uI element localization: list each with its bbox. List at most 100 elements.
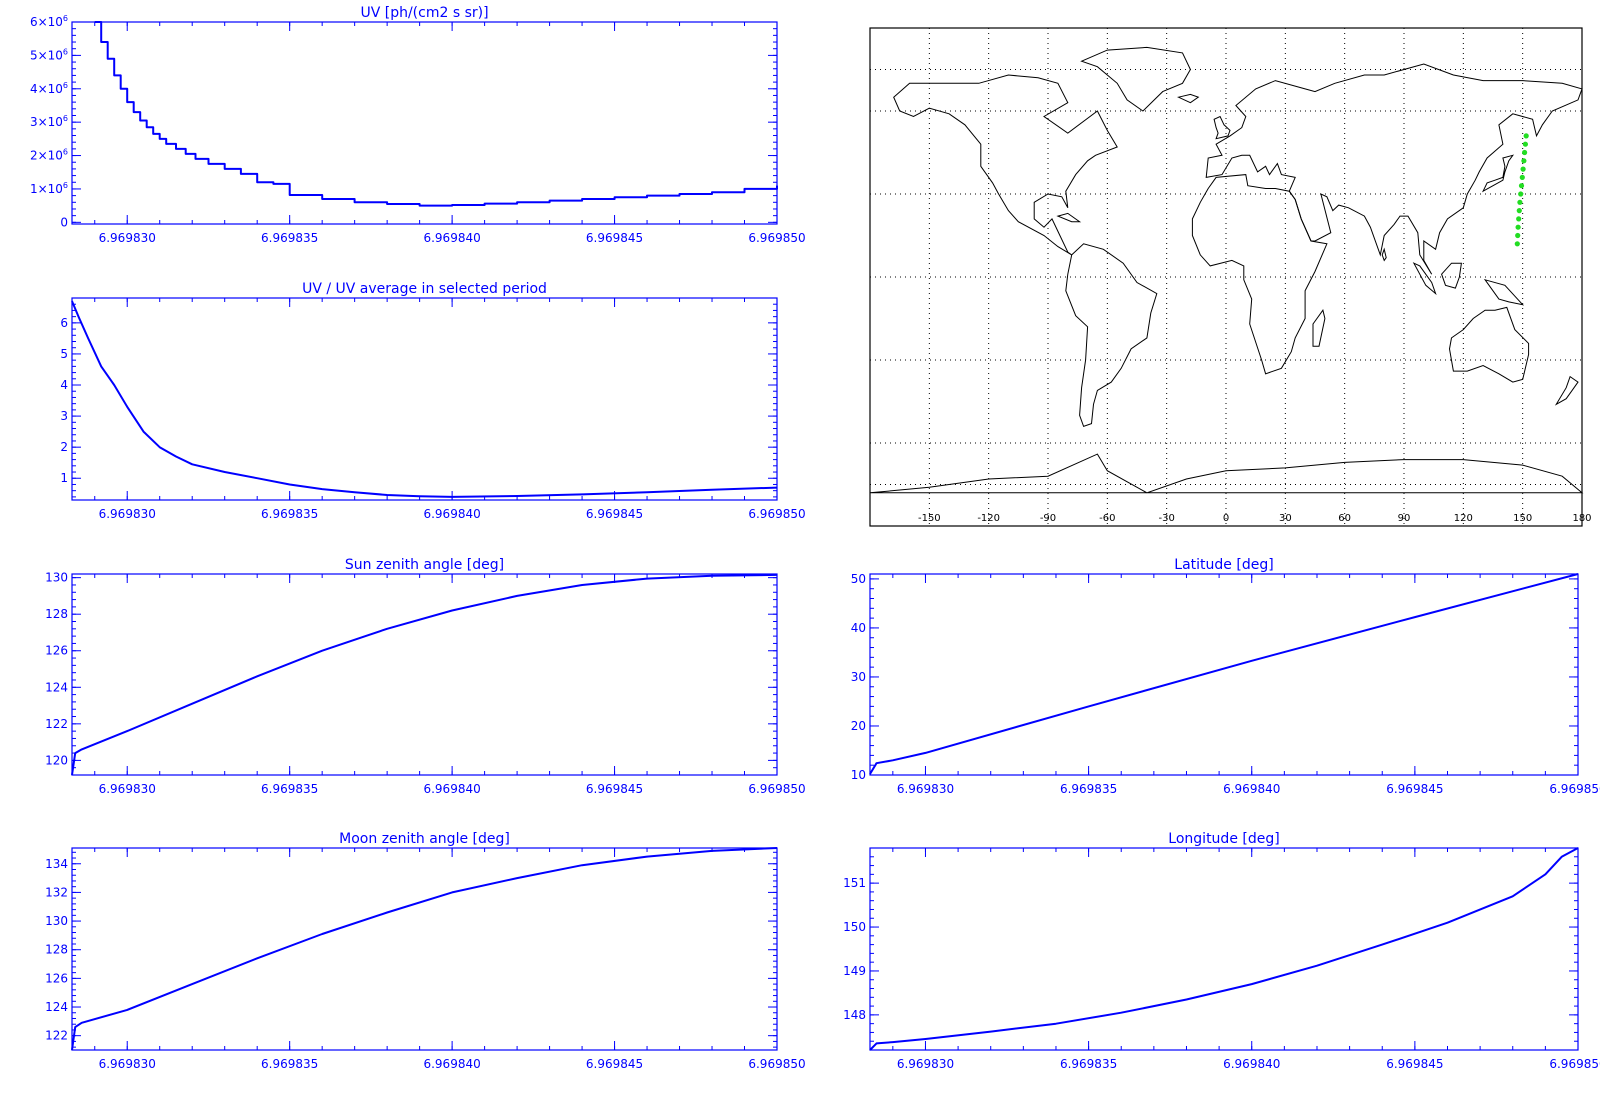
y-tick-exponent: 6 [63,114,68,123]
y-tick-label: 1 [60,471,68,485]
x-tick-label: 6.969835 [261,1057,318,1071]
y-tick-label: 2 [60,440,68,454]
x-tick-label: 6.969835 [261,231,318,245]
x-tick-label: 6.969840 [1223,1057,1280,1071]
plot-frame [71,847,778,1051]
plot-frame [869,847,1579,1051]
track-point [1516,208,1522,214]
map-lon-label: 0 [1223,513,1229,524]
y-tick-label: 128 [45,943,68,957]
track-point [1522,149,1528,156]
map-antarctica [869,453,1584,494]
y-tick-label: 124 [45,680,68,694]
chart-moon-zenith: Moon zenith angle [deg] 6.969830 6.969835 6… [45,831,806,1071]
track-point [1515,224,1521,230]
x-tick-label: 6.969835 [261,782,318,796]
y-tick-label: 5×106 [30,47,68,62]
map-lon-label: 30 [1279,513,1292,524]
chart-sun-zenith: Sun zenith angle [deg] 6.969830 6.969835 6.… [45,557,806,796]
series-line [71,847,778,1051]
plot-frame [869,573,1579,776]
series-line [71,300,778,498]
x-tick-label: 6.969850 [1549,782,1600,796]
x-tick-label: 6.969830 [897,1057,954,1071]
track-point [1518,183,1525,189]
y-tick-label: 4×106 [30,81,68,96]
map-lon-label: -90 [1040,513,1056,524]
map-sumatra [1412,262,1437,296]
track-point [1517,199,1523,205]
chart-title: Sun zenith angle [deg] [345,557,504,573]
track-point [1519,174,1525,180]
y-tick-mantissa: 1×10 [30,182,63,196]
y-tick-mantissa: 4×10 [30,82,63,96]
y-tick-label: 148 [843,1008,866,1022]
y-tick-label: 2×106 [30,148,68,163]
y-tick-label: 130 [45,914,68,928]
y-tick-exponent: 6 [63,81,68,90]
track-point [1518,191,1524,197]
map-greenland [1080,46,1191,112]
y-tick-mantissa: 2×10 [30,149,63,163]
chart-title: Latitude [deg] [1174,557,1273,573]
y-tick-label: 128 [45,607,68,621]
x-tick-label: 6.969850 [1549,1057,1600,1071]
x-tick-label: 6.969845 [586,782,643,796]
y-tick-exponent: 6 [63,148,68,157]
y-tick-label: 3×106 [30,114,68,129]
y-tick-label: 122 [45,1029,68,1043]
track-point [1523,133,1529,139]
x-tick-label: 6.969850 [748,782,805,796]
y-tick-label: 149 [843,964,866,978]
x-tick-label: 6.969830 [897,782,954,796]
x-tick-label: 6.969840 [423,231,480,245]
y-tick-label: 6×106 [30,14,68,29]
x-tick-label: 6.969840 [423,1057,480,1071]
map-lon-label: -150 [918,513,941,524]
map-lon-label: -60 [1099,513,1115,524]
map-south-america [1065,243,1158,428]
y-tick-label: 150 [843,920,866,934]
x-tick-label: 6.969835 [1060,1057,1117,1071]
map-lon-label: 90 [1398,513,1411,524]
x-tick-label: 6.969850 [748,1057,805,1071]
x-tick-label: 6.969840 [423,782,480,796]
y-tick-mantissa: 3×10 [30,115,63,129]
x-tick-label: 6.969830 [99,231,156,245]
x-tick-label: 6.969850 [748,231,805,245]
series-line [869,847,1579,1051]
y-tick-label: 20 [851,719,866,733]
x-tick-label: 6.969835 [261,507,318,521]
x-tick-label: 6.969845 [586,1057,643,1071]
map-lon-label: 150 [1513,513,1532,524]
map-africa [1191,174,1328,375]
chart-title: UV [ph/(cm2 s sr)] [360,5,488,21]
track-point [1516,216,1522,222]
y-tick-label: 4 [60,378,68,392]
chart-latitude: Latitude [deg] 6.969830 6.969835 6.969840 6.… [851,557,1600,796]
chart-map: -150 -120 -90 -60 -30 0 30 60 90 120 150 180 [869,27,1592,527]
y-tick-label: 0 [60,215,68,229]
y-tick-label: 6 [60,316,68,330]
y-tick-label: 1×106 [30,181,68,196]
map-lon-label: 120 [1454,513,1473,524]
map-madagascar [1312,309,1326,347]
y-tick-label: 10 [851,768,866,782]
series-line [94,21,778,207]
map-lon-label: 180 [1572,513,1591,524]
x-tick-label: 6.969830 [99,507,156,521]
map-australia [1448,306,1530,383]
chart-uv: UV [ph/(cm2 s sr)] 6.969830 6.969835 6.9698… [30,5,806,245]
track-point [1522,141,1528,147]
map-lon-label: -120 [977,513,1000,524]
track-point [1521,158,1527,164]
map-new-guinea [1483,278,1525,306]
x-tick-label: 6.969840 [423,507,480,521]
map-great-britain [1213,115,1231,140]
map-lon-label: -30 [1158,513,1174,524]
y-tick-label: 120 [45,753,68,767]
y-tick-label: 122 [45,717,68,731]
y-tick-label: 126 [45,644,68,658]
x-tick-label: 6.969835 [1060,782,1117,796]
